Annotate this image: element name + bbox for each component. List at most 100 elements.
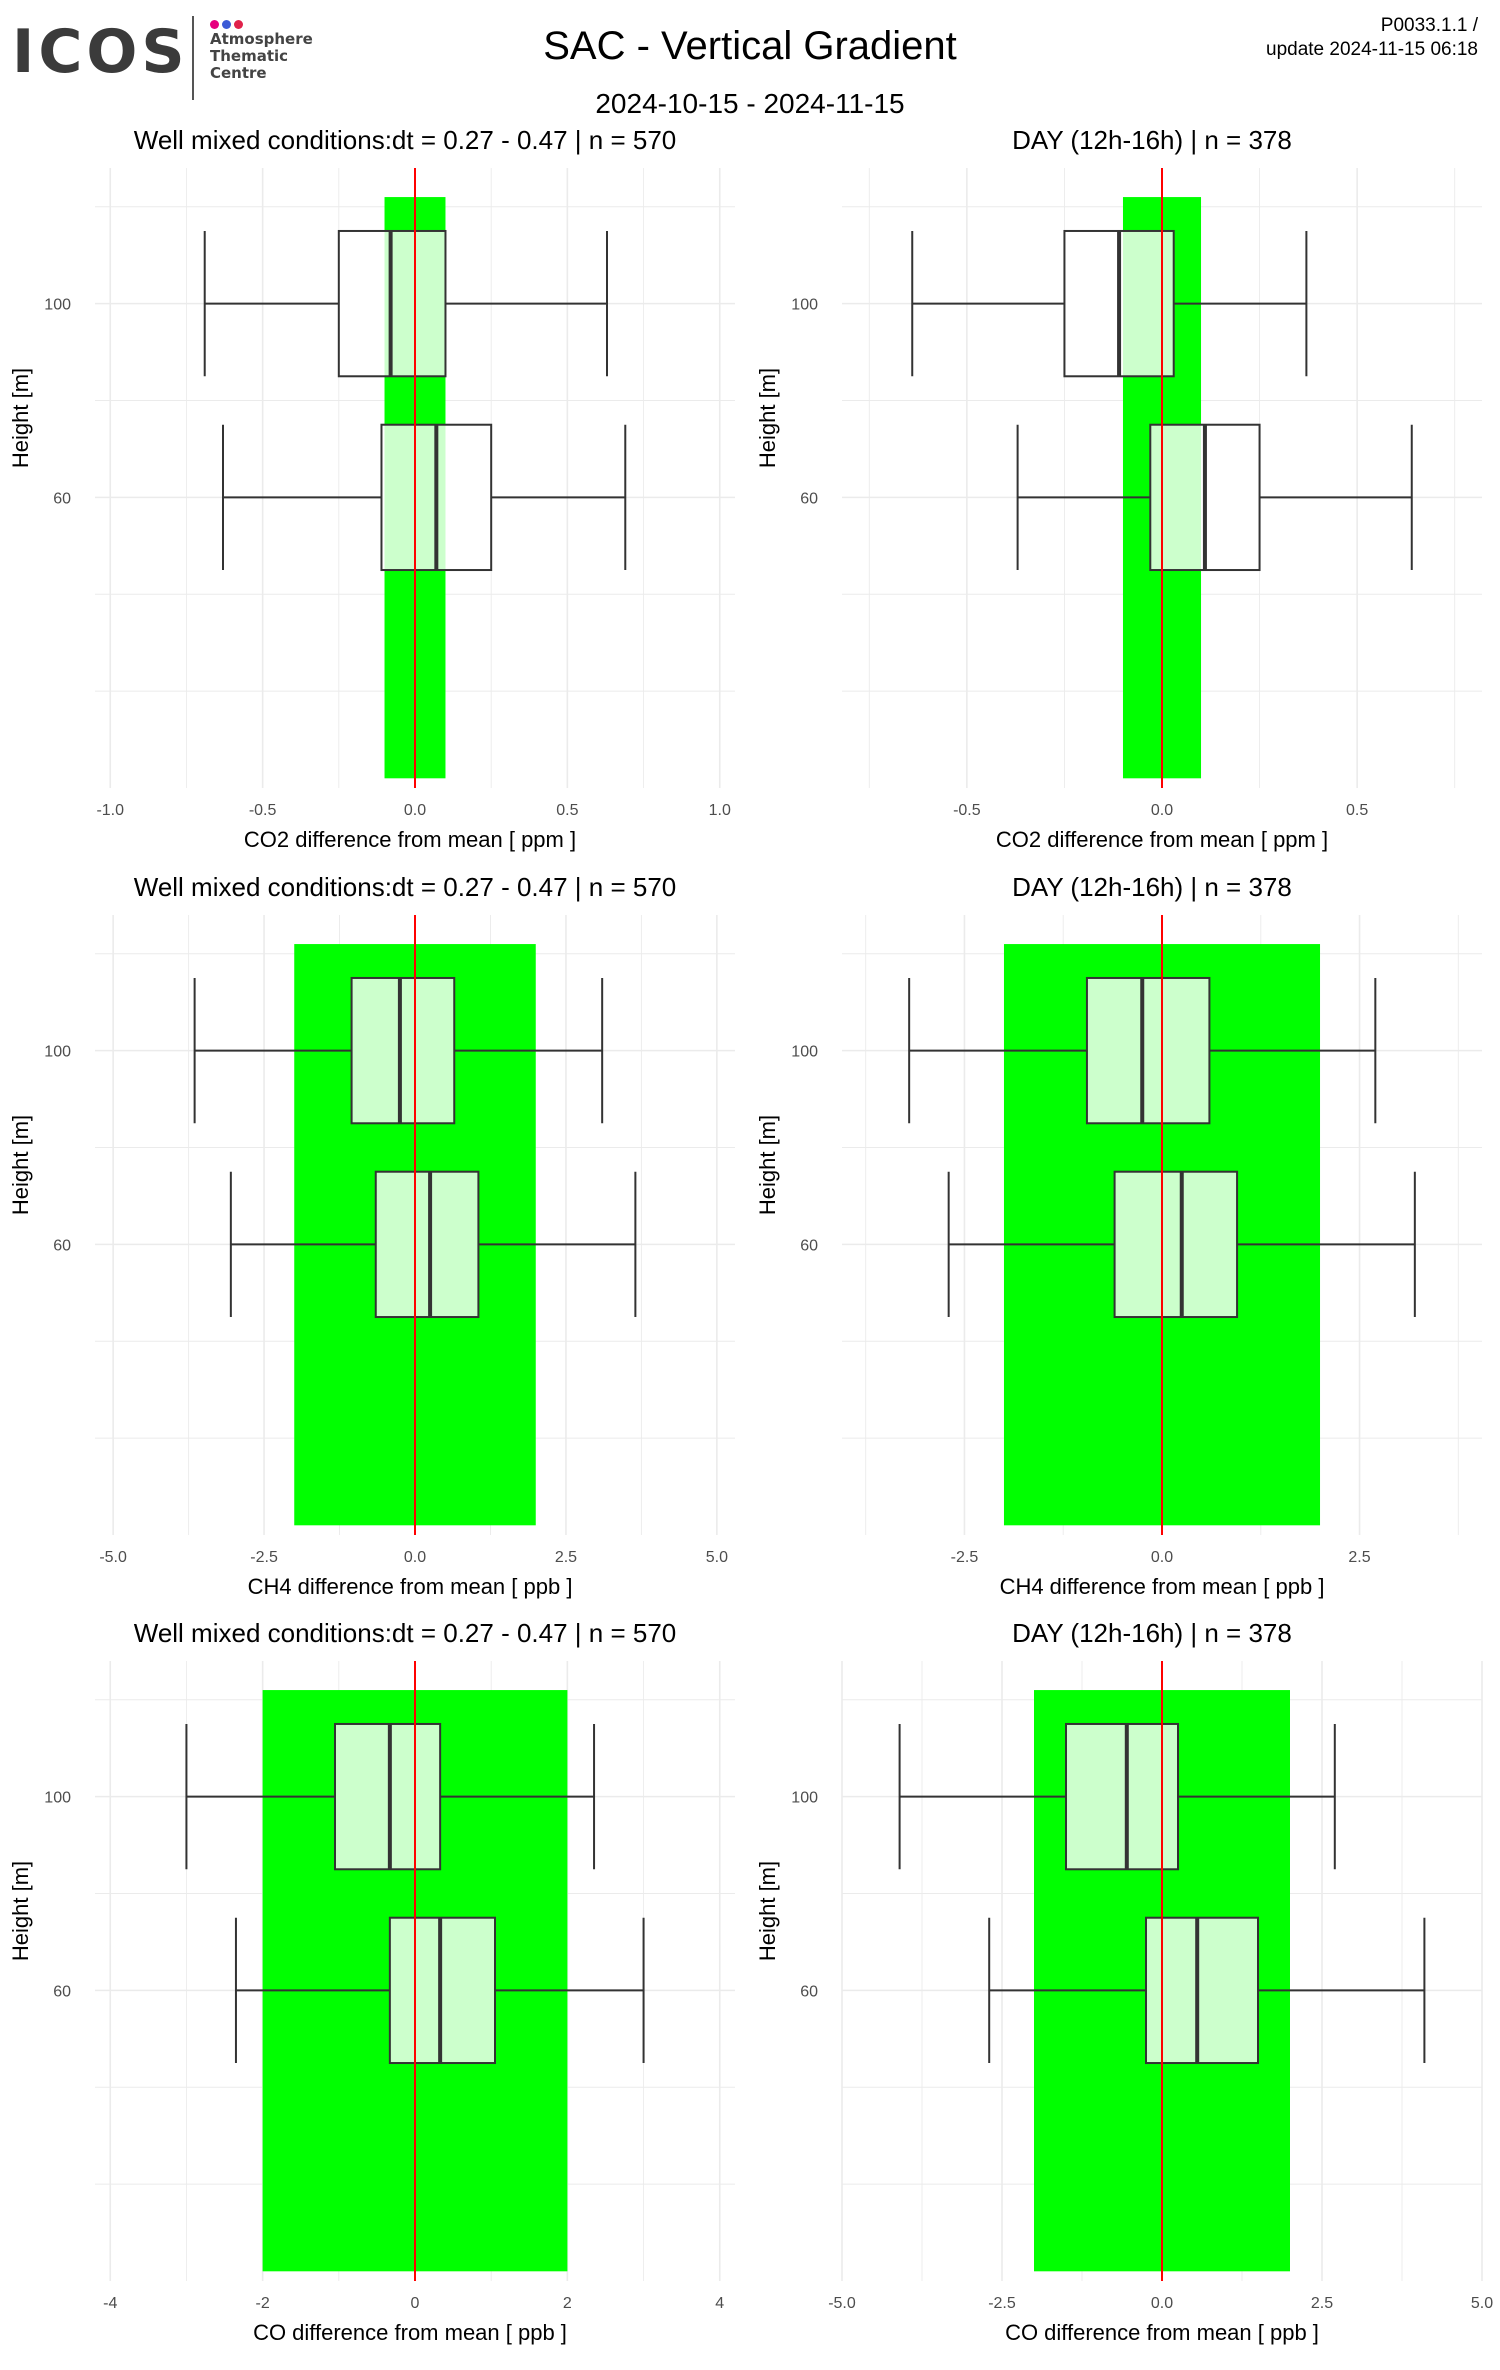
x-tick-label: -2.5 bbox=[988, 2295, 1016, 2312]
box-fill-in-band bbox=[1086, 977, 1210, 1124]
y-tick-label: 100 bbox=[791, 1044, 818, 1061]
x-tick-label: 0.0 bbox=[1151, 2295, 1173, 2312]
box-60m bbox=[988, 1916, 1426, 2065]
box-100m bbox=[185, 1722, 596, 1871]
x-axis-label: CO difference from mean [ ppb ] bbox=[1005, 2320, 1319, 2345]
box-60m bbox=[229, 1170, 637, 1319]
page-title: SAC - Vertical Gradient bbox=[543, 24, 957, 68]
box-outline bbox=[388, 1916, 497, 2065]
chart-panel-1: -1.0 -0.5 0.0 0.5 1.0 60 100 Well mixed conditi… bbox=[8, 125, 735, 852]
logo-dots bbox=[210, 16, 246, 29]
y-tick-label: 60 bbox=[800, 490, 818, 507]
logo-caption-line-1: Atmosphere bbox=[210, 30, 313, 48]
y-axis-label: Height [m] bbox=[8, 368, 33, 468]
box-outline bbox=[1065, 1722, 1179, 1871]
x-tick-label: 0.5 bbox=[556, 802, 578, 819]
box-fill-in-band bbox=[1066, 1723, 1178, 1870]
box-fill-in-band bbox=[375, 1171, 479, 1318]
box-100m bbox=[908, 976, 1377, 1125]
box-fill-in-band bbox=[1150, 424, 1202, 571]
box-outline bbox=[374, 1170, 480, 1319]
x-tick-label: -2 bbox=[256, 2295, 270, 2312]
x-axis-label: CO2 difference from mean [ ppm ] bbox=[996, 827, 1328, 852]
box-60m bbox=[1016, 423, 1413, 572]
icos-logo: ICOS bbox=[12, 17, 189, 87]
x-tick-label: -2.5 bbox=[951, 1549, 979, 1566]
box-fill-in-band bbox=[1146, 1917, 1258, 2064]
y-axis-label: Height [m] bbox=[755, 1861, 780, 1961]
logo-divider bbox=[192, 16, 194, 100]
x-tick-label: -0.5 bbox=[953, 802, 981, 819]
box-outline bbox=[1145, 1916, 1259, 2065]
product-code: P0033.1.1 / bbox=[1380, 15, 1478, 36]
y-tick-label: 100 bbox=[44, 297, 71, 314]
x-tick-label: -5.0 bbox=[828, 2295, 856, 2312]
panel-title: Well mixed conditions:dt = 0.27 - 0.47 |… bbox=[134, 872, 676, 902]
x-tick-label: -0.5 bbox=[249, 802, 277, 819]
y-tick-label: 100 bbox=[791, 1790, 818, 1807]
x-tick-label: 2.5 bbox=[555, 1549, 577, 1566]
logo-dot-3 bbox=[234, 20, 243, 29]
y-tick-label: 60 bbox=[800, 1983, 818, 2000]
chart-panel-3: -5.0 -2.5 0.0 2.5 5.0 60 100 Well mixed conditi… bbox=[8, 872, 735, 1599]
box-outline bbox=[334, 1722, 442, 1871]
x-tick-label: 0.0 bbox=[1151, 1549, 1173, 1566]
chart-panel-4: -2.5 0.0 2.5 60 100 DAY (12h-16h) | n = 378 CH… bbox=[755, 872, 1482, 1599]
x-axis-label: CO2 difference from mean [ ppm ] bbox=[244, 827, 576, 852]
x-tick-label: -5.0 bbox=[99, 1549, 127, 1566]
box-outline bbox=[1085, 976, 1211, 1125]
x-tick-label: -4 bbox=[103, 2295, 117, 2312]
chart-panel-6: -5.0 -2.5 0.0 2.5 5.0 60 100 DAY (12h-16h) | n … bbox=[755, 1618, 1493, 2345]
logo-caption: Atmosphere Thematic Centre bbox=[210, 31, 313, 82]
logo-dot-2 bbox=[222, 20, 231, 29]
box-60m bbox=[234, 1916, 645, 2065]
x-tick-label: 2 bbox=[563, 2295, 572, 2312]
x-tick-label: 2.5 bbox=[1311, 2295, 1333, 2312]
box-100m bbox=[203, 229, 608, 378]
box-60m bbox=[222, 423, 627, 572]
y-tick-label: 100 bbox=[44, 1790, 71, 1807]
box-100m bbox=[898, 1722, 1336, 1871]
box-100m bbox=[193, 976, 604, 1125]
x-axis-label: CH4 difference from mean [ ppb ] bbox=[248, 1574, 573, 1599]
y-tick-label: 60 bbox=[53, 1237, 71, 1254]
y-tick-label: 100 bbox=[44, 1044, 71, 1061]
box-outline bbox=[1113, 1170, 1239, 1319]
box-100m bbox=[911, 229, 1308, 378]
x-tick-label: 0 bbox=[411, 2295, 420, 2312]
date-range: 2024-10-15 - 2024-11-15 bbox=[595, 88, 905, 119]
box-fill-in-band bbox=[1114, 1171, 1238, 1318]
chart-panel-5: -4 -2 0 2 4 60 100 Well mixed conditions:dt = 0… bbox=[8, 1618, 735, 2345]
x-tick-label: 5.0 bbox=[706, 1549, 728, 1566]
logo-caption-line-3: Centre bbox=[210, 64, 267, 82]
y-tick-label: 100 bbox=[791, 297, 818, 314]
x-tick-label: 0.5 bbox=[1346, 802, 1368, 819]
y-axis-label: Height [m] bbox=[755, 1115, 780, 1215]
x-tick-label: 2.5 bbox=[1348, 1549, 1370, 1566]
logo-dot-1 bbox=[210, 20, 219, 29]
panel-title: DAY (12h-16h) | n = 378 bbox=[1012, 1618, 1292, 1648]
x-tick-label: 1.0 bbox=[709, 802, 731, 819]
x-tick-label: 4 bbox=[715, 2295, 724, 2312]
x-tick-label: -1.0 bbox=[96, 802, 124, 819]
y-tick-label: 60 bbox=[53, 490, 71, 507]
reference-info: P0033.1.1 / update 2024-11-15 06:18 bbox=[1266, 14, 1478, 62]
panel-title: DAY (12h-16h) | n = 378 bbox=[1012, 872, 1292, 902]
x-tick-label: 0.0 bbox=[404, 802, 426, 819]
x-tick-label: 5.0 bbox=[1471, 2295, 1493, 2312]
x-tick-label: 0.0 bbox=[404, 1549, 426, 1566]
logo-caption-line-2: Thematic bbox=[210, 47, 289, 65]
chart-panel-2: -0.5 0.0 0.5 60 100 DAY (12h-16h) | n = 378 CO… bbox=[755, 125, 1482, 852]
header: ICOS Atmosphere Thematic Centre SAC - Ve… bbox=[0, 0, 1500, 130]
panel-title: DAY (12h-16h) | n = 378 bbox=[1012, 125, 1292, 155]
box-60m bbox=[947, 1170, 1416, 1319]
x-axis-label: CH4 difference from mean [ ppb ] bbox=[1000, 1574, 1325, 1599]
x-tick-label: -2.5 bbox=[250, 1549, 278, 1566]
x-tick-label: 0.0 bbox=[1151, 802, 1173, 819]
y-tick-label: 60 bbox=[53, 1983, 71, 2000]
x-axis-label: CO difference from mean [ ppb ] bbox=[253, 2320, 567, 2345]
box-fill-in-band bbox=[335, 1723, 441, 1870]
box-fill-in-band bbox=[1122, 230, 1174, 377]
box-outline bbox=[350, 976, 456, 1125]
